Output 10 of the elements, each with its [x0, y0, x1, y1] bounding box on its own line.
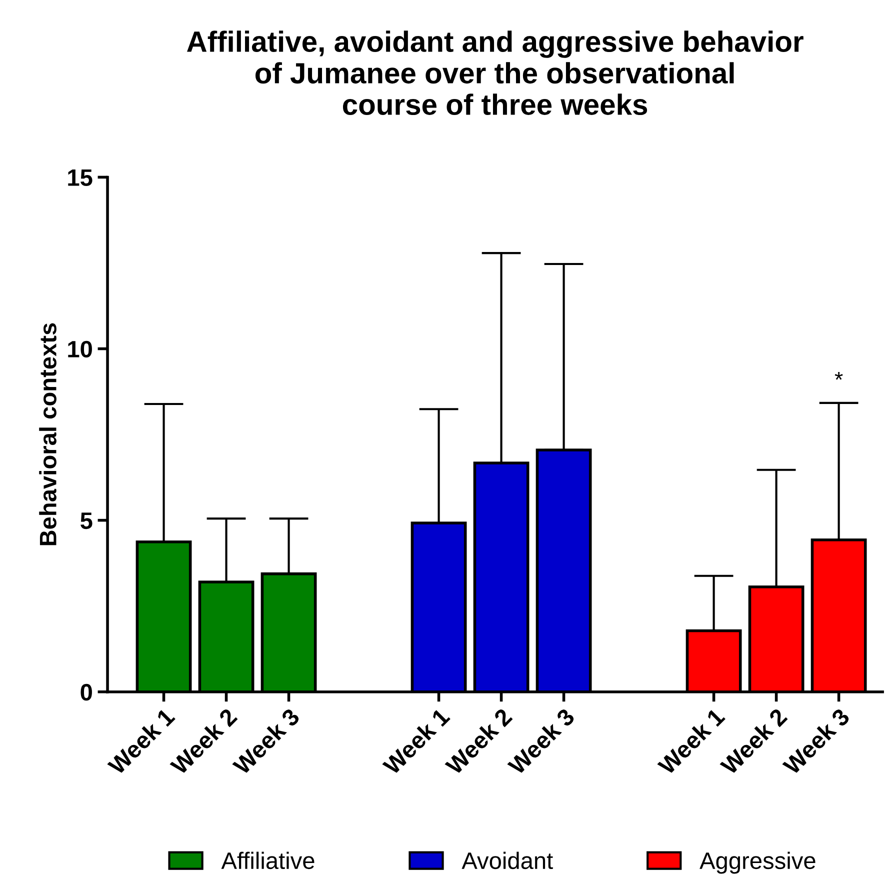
legend-label: Avoidant: [462, 852, 553, 870]
y-tick-label: 0: [80, 684, 92, 701]
y-tick-label: 15: [68, 170, 92, 186]
annotation: *: [834, 372, 843, 380]
y-tick-label: 5: [80, 512, 92, 530]
legend-label: Aggressive: [700, 852, 816, 874]
legend-label: Affiliative: [221, 852, 314, 870]
y-tick-label: 10: [68, 340, 92, 358]
chart-title: Affiliative, avoidant and aggressive behavior of Jumanee over the observational course of three weeks: [187, 30, 804, 115]
y-axis-title: Behavioral contexts: [39, 323, 56, 546]
